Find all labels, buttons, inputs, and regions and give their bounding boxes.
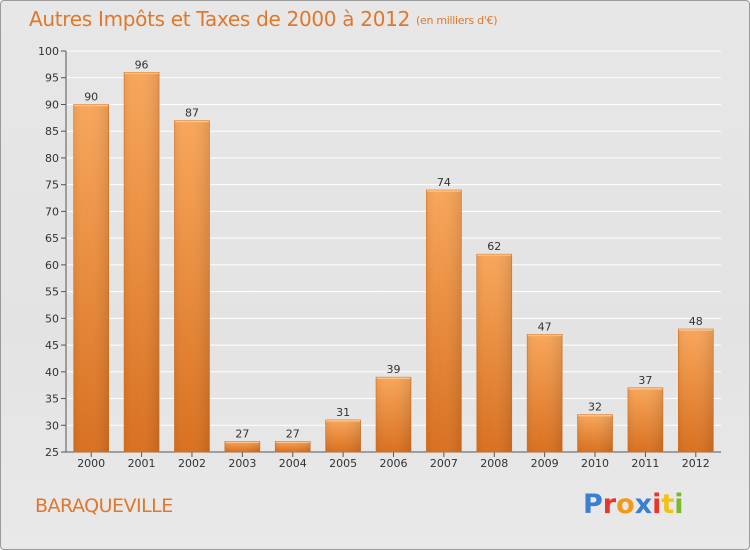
value-label-2005: 31 bbox=[336, 406, 350, 419]
y-tick-label: 25 bbox=[45, 446, 59, 459]
value-label-2001: 96 bbox=[135, 58, 149, 71]
bar-shading-2008 bbox=[476, 254, 512, 452]
bar-shading-2000 bbox=[73, 104, 109, 452]
x-tick-label-2008: 2008 bbox=[480, 457, 508, 470]
logo-letter: r bbox=[602, 489, 617, 520]
value-label-2008: 62 bbox=[487, 240, 501, 253]
value-label-2000: 90 bbox=[84, 90, 98, 103]
value-label-2007: 74 bbox=[437, 176, 451, 189]
y-tick-label: 65 bbox=[45, 232, 59, 245]
value-label-2010: 32 bbox=[588, 401, 602, 414]
labels: 25 30 35 40 45 50 55 60 65 70 75 80 85 90 95 100 90 2000 9… bbox=[38, 45, 710, 470]
value-label-2002: 87 bbox=[185, 107, 199, 120]
bar-shading-2001 bbox=[124, 72, 160, 453]
y-tick-label: 60 bbox=[45, 259, 59, 272]
y-tick-label: 70 bbox=[45, 205, 59, 218]
bar-shading-2012 bbox=[678, 329, 714, 452]
bar-shading-2011 bbox=[627, 387, 663, 452]
bar-shading-2010 bbox=[577, 414, 613, 452]
chart-title: Autres Impôts et Taxes de 2000 à 2012 (en… bbox=[29, 7, 497, 31]
bar-shading-2009 bbox=[527, 334, 563, 452]
y-tick-label: 45 bbox=[45, 339, 59, 352]
y-tick-label: 100 bbox=[38, 45, 59, 58]
x-tick-label-2004: 2004 bbox=[279, 457, 307, 470]
x-tick-label-2011: 2011 bbox=[631, 457, 659, 470]
value-label-2009: 47 bbox=[538, 320, 552, 333]
logo-letter: t bbox=[661, 489, 675, 520]
chart-subtitle: (en milliers d'€) bbox=[416, 14, 498, 27]
bar-shading-2006 bbox=[376, 377, 411, 452]
y-tick-label: 30 bbox=[45, 419, 59, 432]
x-tick-label-2012: 2012 bbox=[682, 457, 710, 470]
y-tick-label: 40 bbox=[45, 366, 59, 379]
y-tick-label: 55 bbox=[45, 286, 59, 299]
x-tick-label-2001: 2001 bbox=[128, 457, 156, 470]
bar-shading-2003 bbox=[224, 441, 260, 452]
value-label-2012: 48 bbox=[689, 315, 703, 328]
bar-shading-2002 bbox=[174, 120, 210, 453]
bar-shading-2004 bbox=[275, 441, 311, 452]
logo-letter: x bbox=[634, 489, 653, 520]
chart-title-text: Autres Impôts et Taxes de 2000 à 2012 bbox=[29, 7, 410, 31]
x-tick-label-2000: 2000 bbox=[77, 457, 105, 470]
x-tick-label-2002: 2002 bbox=[178, 457, 206, 470]
value-label-2011: 37 bbox=[638, 374, 652, 387]
x-tick-label-2003: 2003 bbox=[228, 457, 256, 470]
x-tick-label-2009: 2009 bbox=[531, 457, 559, 470]
y-tick-label: 90 bbox=[45, 98, 59, 111]
logo-letter: i bbox=[674, 489, 684, 520]
value-label-2004: 27 bbox=[286, 427, 300, 440]
y-tick-label: 35 bbox=[45, 393, 59, 406]
y-tick-label: 75 bbox=[45, 179, 59, 192]
bar-shading-2005 bbox=[325, 419, 361, 452]
bars bbox=[73, 72, 714, 453]
logo-letter: i bbox=[652, 489, 662, 520]
logo-letter: o bbox=[616, 489, 635, 520]
y-tick-label: 80 bbox=[45, 152, 59, 165]
logo-letter: P bbox=[583, 489, 603, 520]
value-label-2006: 39 bbox=[387, 363, 401, 376]
bar-shading-2007 bbox=[426, 190, 462, 452]
x-tick-label-2005: 2005 bbox=[329, 457, 357, 470]
commune-name: BARAQUEVILLE bbox=[35, 495, 173, 517]
y-tick-label: 85 bbox=[45, 125, 59, 138]
x-tick-label-2007: 2007 bbox=[430, 457, 458, 470]
value-label-2003: 27 bbox=[235, 427, 249, 440]
x-tick-label-2010: 2010 bbox=[581, 457, 609, 470]
y-tick-label: 50 bbox=[45, 312, 59, 325]
proxiti-logo: Proxiti bbox=[583, 489, 684, 520]
x-tick-label-2006: 2006 bbox=[380, 457, 408, 470]
y-tick-label: 95 bbox=[45, 72, 59, 85]
